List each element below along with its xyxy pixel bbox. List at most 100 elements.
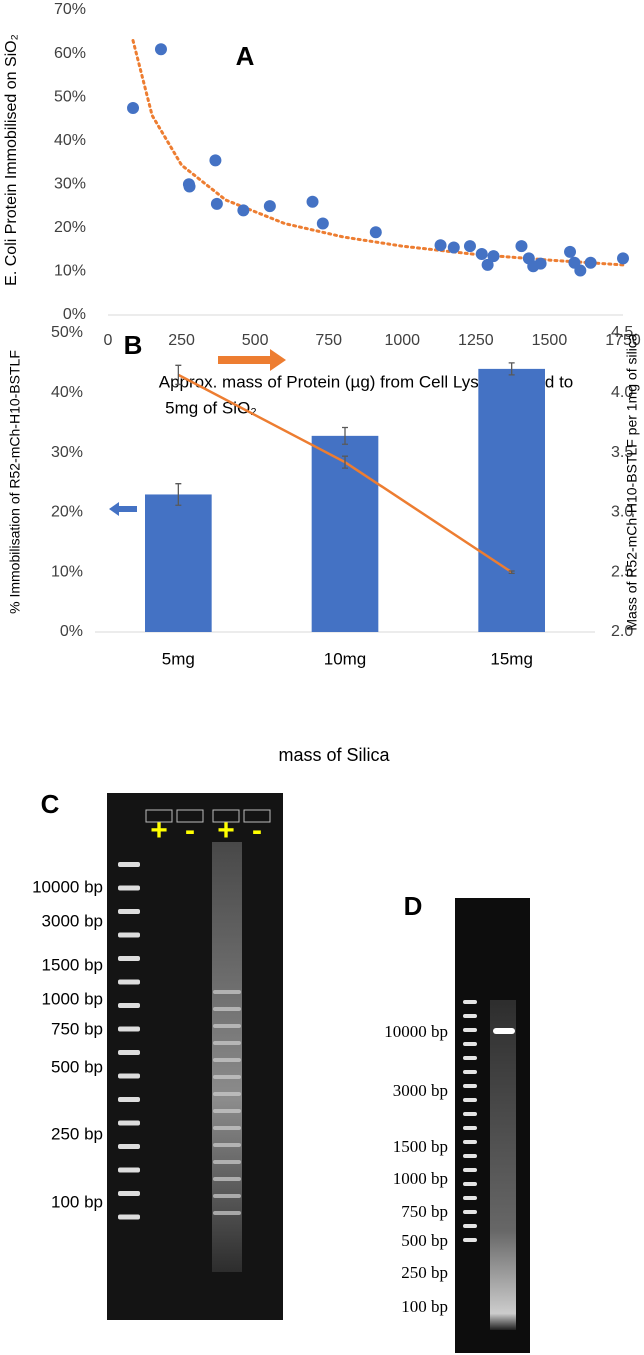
- well: [212, 809, 240, 823]
- panel-label: A: [236, 41, 255, 71]
- y-tick-label: 20%: [51, 504, 83, 521]
- x-tick-label: 0: [104, 332, 113, 349]
- y2-tick-label: 4.0: [611, 384, 633, 401]
- trendline: [131, 39, 625, 267]
- y-axis-label: % Immobilisation of R52-mCh-H10-BSTLF: [7, 350, 23, 614]
- point: [534, 257, 547, 270]
- x-axis-label: mass of Silica: [278, 745, 390, 765]
- panel-label: D: [404, 891, 423, 921]
- y2-tick-label: 3.0: [611, 504, 633, 521]
- band: [213, 1041, 241, 1045]
- point: [306, 195, 319, 208]
- point: [564, 245, 577, 258]
- bp-label: 3000 bp: [42, 911, 103, 930]
- x-axis-label: Approx. mass of Protein (µg) from Cell L…: [159, 372, 574, 391]
- ladder-band: [463, 1098, 477, 1102]
- bp-label: 1000 bp: [42, 989, 103, 1008]
- ladder-band: [118, 979, 140, 985]
- point: [263, 200, 276, 213]
- x-tick-label: 1250: [458, 332, 494, 349]
- ladder-band: [463, 1056, 477, 1060]
- ladder-band: [118, 909, 140, 914]
- ladder-band: [463, 1042, 477, 1046]
- ladder-band: [118, 1026, 140, 1032]
- well: [145, 809, 173, 823]
- point: [447, 241, 460, 254]
- bp-label: 500 bp: [401, 1231, 448, 1250]
- point: [316, 217, 329, 230]
- y2-axis-label: Mass of R52-mCh-H10-BSTLF per 1mg of sil…: [624, 333, 640, 630]
- ladder-band: [463, 1196, 477, 1200]
- bp-label: 500 bp: [51, 1057, 103, 1076]
- point: [127, 102, 140, 115]
- ladder-band: [118, 862, 140, 867]
- y2-tick-label: 2.0: [611, 623, 633, 640]
- y-tick-label: 50%: [54, 88, 86, 105]
- ladder-band: [463, 1028, 477, 1032]
- error-bar: [342, 455, 348, 469]
- arrow-right: [218, 349, 286, 371]
- panel-label: C: [41, 789, 60, 819]
- band: [213, 1177, 241, 1181]
- error-bar: [508, 570, 515, 575]
- gel-c: [107, 793, 283, 1320]
- band: [213, 1194, 241, 1198]
- y-tick-label: 70%: [54, 1, 86, 18]
- ladder-band: [118, 1097, 140, 1102]
- band: [213, 1160, 241, 1164]
- y-tick-label: 40%: [54, 132, 86, 149]
- y2-tick-label: 2.5: [611, 563, 633, 580]
- x-tick-label: 500: [242, 332, 269, 349]
- lane-label: +: [150, 814, 168, 847]
- band: [213, 1109, 241, 1113]
- ladder-band: [463, 1224, 477, 1228]
- y-tick-label: 30%: [51, 444, 83, 461]
- y-tick-label: 50%: [51, 324, 83, 341]
- y2-tick-label: 4.5: [611, 324, 633, 341]
- ladder-band: [118, 1050, 140, 1055]
- bp-label: 10000 bp: [32, 877, 103, 896]
- smear: [212, 842, 242, 1272]
- y-tick-label: 10%: [51, 563, 83, 580]
- gel-d: [455, 898, 530, 1353]
- bp-label: 250 bp: [51, 1124, 103, 1143]
- x-tick-label: 15mg: [490, 649, 533, 668]
- x-tick-label: 10mg: [324, 649, 367, 668]
- x-tick-label: 250: [168, 332, 195, 349]
- arrow-left: [109, 502, 137, 516]
- bp-label: 1500 bp: [42, 955, 103, 974]
- lane-label: -: [252, 814, 262, 847]
- point: [515, 240, 528, 253]
- ladder-band: [118, 1120, 140, 1126]
- x-tick-label: 5mg: [162, 649, 195, 668]
- bp-label: 100 bp: [401, 1297, 448, 1316]
- smear: [490, 1000, 516, 1330]
- y-tick-label: 0%: [60, 623, 83, 640]
- point: [463, 240, 476, 253]
- bp-label: 3000 bp: [393, 1081, 448, 1100]
- ladder-band: [463, 1238, 477, 1242]
- point: [574, 264, 587, 277]
- lane-label: -: [185, 814, 195, 847]
- error-bar: [175, 364, 182, 386]
- point: [434, 239, 447, 252]
- band: [213, 1007, 241, 1011]
- ladder-band: [463, 1112, 477, 1116]
- ladder-band: [118, 1214, 140, 1220]
- point: [617, 252, 629, 265]
- band: [213, 1143, 241, 1147]
- point: [183, 180, 196, 193]
- ladder-band: [118, 1191, 140, 1196]
- ladder-band: [118, 1167, 140, 1173]
- y-tick-label: 10%: [54, 263, 86, 280]
- bp-label: 10000 bp: [384, 1022, 448, 1041]
- band: [213, 1058, 241, 1062]
- y-tick-label: 0%: [63, 306, 86, 323]
- point: [475, 248, 488, 260]
- band: [493, 1028, 515, 1034]
- lane-label: +: [217, 814, 235, 847]
- ladder-band: [463, 1154, 477, 1158]
- error-bar: [508, 362, 515, 376]
- error-bar: [175, 483, 182, 506]
